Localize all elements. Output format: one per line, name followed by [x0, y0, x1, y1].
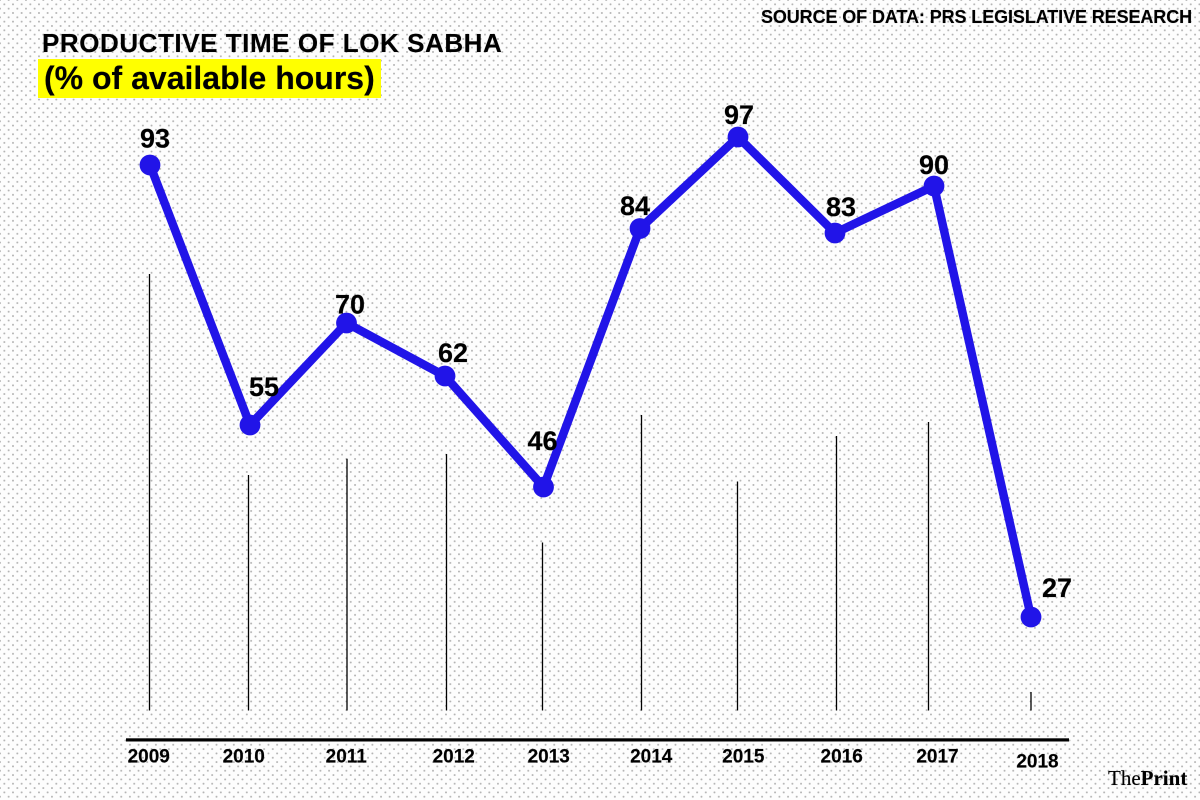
svg-text:2015: 2015 [722, 747, 765, 768]
svg-text:27: 27 [1042, 573, 1072, 603]
svg-text:2013: 2013 [528, 747, 570, 768]
svg-text:2014: 2014 [630, 747, 673, 768]
svg-text:2011: 2011 [326, 747, 368, 768]
svg-text:70: 70 [335, 290, 365, 320]
svg-text:2016: 2016 [821, 747, 863, 768]
svg-text:2012: 2012 [433, 747, 475, 768]
svg-text:84: 84 [620, 191, 650, 221]
svg-text:90: 90 [919, 150, 949, 180]
svg-text:2018: 2018 [1016, 752, 1058, 773]
svg-text:62: 62 [438, 338, 468, 368]
svg-text:2010: 2010 [223, 747, 265, 768]
svg-text:55: 55 [249, 372, 279, 402]
svg-text:83: 83 [826, 192, 856, 222]
svg-text:97: 97 [724, 100, 754, 130]
svg-text:46: 46 [527, 426, 557, 456]
svg-text:93: 93 [140, 124, 170, 154]
svg-text:2009: 2009 [128, 747, 170, 768]
svg-text:2017: 2017 [916, 747, 958, 768]
